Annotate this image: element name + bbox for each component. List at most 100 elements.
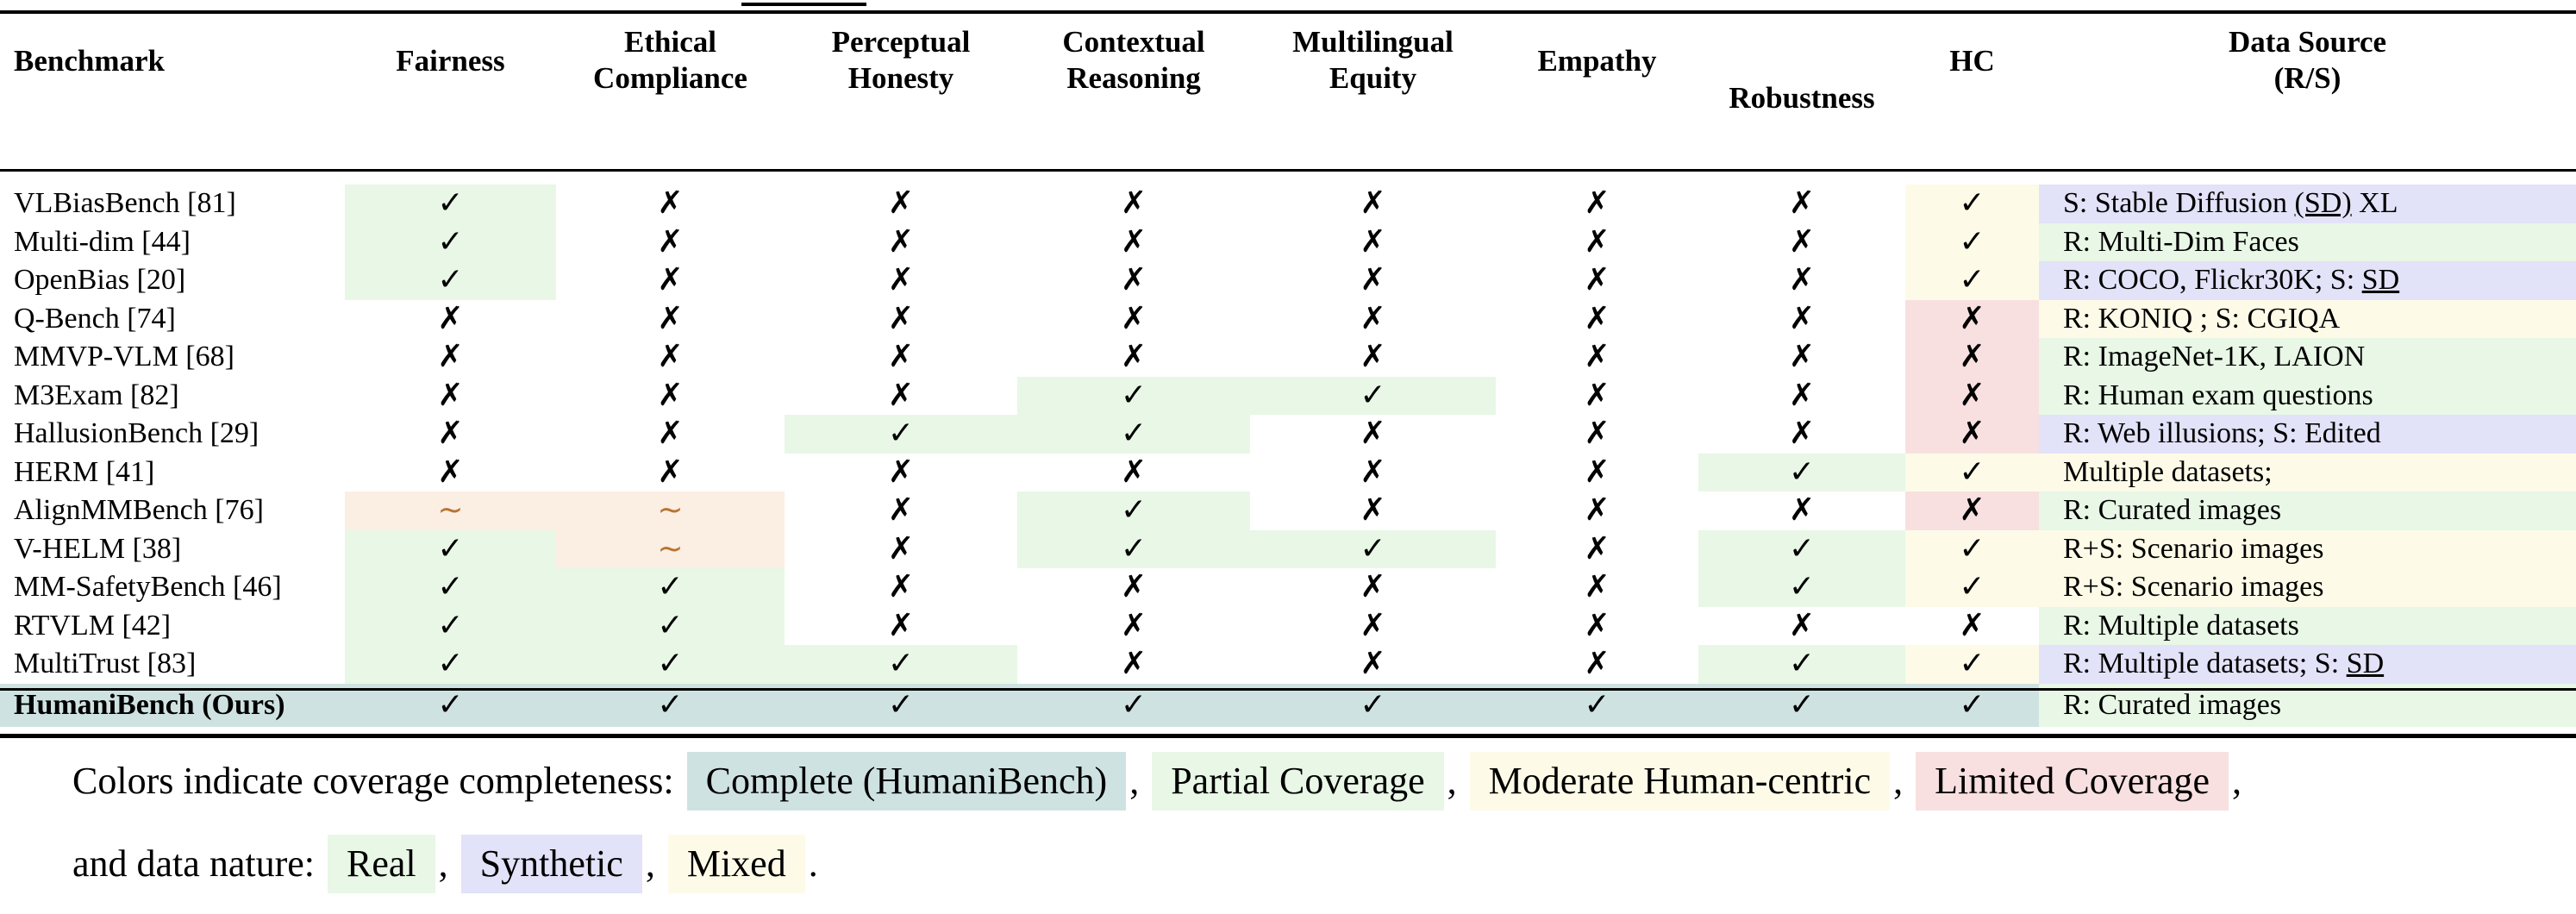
header-text: Ethical — [624, 25, 716, 59]
header-text: Perceptual — [831, 25, 971, 59]
cell-ethical-compliance: ✗ — [556, 454, 785, 492]
legend-chip-partial: Partial Coverage — [1152, 752, 1444, 811]
data-source: R+S: Scenario images — [2039, 568, 2576, 607]
cross-mark-icon: ✗ — [437, 416, 464, 452]
check-mark-icon: ✓ — [1788, 454, 1816, 490]
cross-mark-icon: ✗ — [887, 377, 915, 413]
cell-multilingual-equity: ✗ — [1250, 645, 1496, 684]
cell-perceptual-honesty: ✗ — [785, 530, 1017, 569]
cross-mark-icon: ✗ — [1959, 492, 1985, 529]
cell-robustness: ✓ — [1698, 645, 1905, 684]
data-source-text: R: Curated images — [2063, 688, 2282, 721]
cell-empathy: ✗ — [1496, 185, 1698, 223]
header-src: Data Source (R/S) — [2039, 0, 2576, 169]
data-source-text: R: Multiple datasets — [2063, 609, 2299, 642]
legend-chip-moderate: Moderate Human-centric — [1469, 752, 1891, 811]
cell-perceptual-honesty: ✗ — [785, 607, 1017, 646]
cell-perceptual-honesty: ✗ — [785, 491, 1017, 530]
cross-mark-icon: ✗ — [1360, 646, 1386, 682]
table-row: MultiTrust [83] ✓ ✓ ✓ ✗ ✗ ✗ ✓ ✓ R: Multiple datas… — [0, 645, 2576, 684]
cross-mark-icon: ✗ — [1584, 339, 1610, 375]
cell-perceptual-honesty: ✗ — [785, 261, 1017, 300]
cell-robustness: ✗ — [1698, 223, 1905, 262]
cell-contextual-reasoning: ✓ — [1017, 491, 1250, 530]
cross-mark-icon: ✗ — [657, 377, 684, 413]
cell-robustness: ✗ — [1698, 185, 1905, 223]
cell-contextual-reasoning: ✓ — [1017, 529, 1250, 568]
cross-mark-icon: ✗ — [887, 569, 915, 605]
cross-mark-icon: ✗ — [437, 454, 464, 490]
cell-hc: ✓ — [1905, 645, 2039, 684]
cross-mark-icon: ✗ — [1788, 185, 1816, 222]
cross-mark-icon: ✗ — [1584, 377, 1610, 413]
data-source: S: Stable Diffusion (SD) XL — [2039, 185, 2576, 223]
legend-chip-complete: Complete (HumaniBench) — [686, 752, 1127, 811]
cross-mark-icon: ✗ — [1959, 607, 1985, 643]
header-eth: Ethical Compliance — [556, 0, 785, 169]
table-row: RTVLM [42] ✓ ✓ ✗ ✗ ✗ ✗ ✗ ✗ R: Multiple datasets — [0, 606, 2576, 646]
benchmark-name: Multi-dim [44] — [14, 225, 191, 258]
legend-chip-synthetic: Synthetic — [460, 835, 642, 893]
benchmark-name: AlignMMBench [76] — [14, 494, 264, 527]
header-text: Data Source — [2228, 25, 2387, 59]
cell-fairness: ✗ — [345, 415, 556, 454]
legend-chip-limited: Limited Coverage — [1916, 752, 2229, 811]
data-source-text: SD — [2361, 264, 2400, 297]
table-row: Multi-dim [44] ✓ ✗ ✗ ✗ ✗ ✗ ✗ ✓ R: Multi-Dim Faces — [0, 222, 2576, 262]
check-mark-icon: ✓ — [1959, 262, 1985, 298]
cross-mark-icon: ✗ — [1120, 607, 1147, 643]
benchmark-name: HallusionBench [29] — [14, 417, 259, 450]
legend-comma: , — [1129, 760, 1140, 802]
data-source-text: XL — [2351, 187, 2398, 220]
cell-multilingual-equity: ✗ — [1250, 607, 1496, 646]
cell-ethical-compliance: ✗ — [556, 415, 785, 454]
cell-empathy: ✗ — [1496, 338, 1698, 377]
cell-fairness: ~ — [345, 491, 556, 530]
cell-robustness: ✗ — [1698, 338, 1905, 377]
cross-mark-icon: ✗ — [657, 223, 684, 260]
cell-fairness: ✓ — [345, 606, 556, 645]
table-row: VLBiasBench [81] ✓ ✗ ✗ ✗ ✗ ✗ ✗ ✓ S: Stable Diffus… — [0, 185, 2576, 223]
cell-ethical-compliance: ✗ — [556, 377, 785, 416]
cross-mark-icon: ✗ — [1788, 416, 1816, 452]
header-text: (R/S) — [2273, 61, 2342, 95]
legend-nature-prefix: and data nature: — [72, 842, 315, 885]
cross-mark-icon: ✗ — [1360, 416, 1386, 452]
cross-mark-icon: ✗ — [887, 223, 915, 260]
cross-mark-icon: ✗ — [657, 454, 684, 490]
cell-ethical-compliance: ~ — [556, 491, 785, 530]
cell-multilingual-equity: ✓ — [1250, 376, 1496, 415]
cross-mark-icon: ✗ — [1120, 262, 1147, 298]
cell-hc: ✗ — [1905, 607, 2039, 646]
data-source-text: R: Web illusions; S: Edited — [2063, 417, 2381, 450]
cell-fairness: ✓ — [345, 185, 556, 223]
check-mark-icon: ✓ — [657, 569, 684, 605]
cross-mark-icon: ✗ — [1584, 646, 1610, 682]
cell-robustness: ✗ — [1698, 261, 1905, 300]
check-mark-icon: ✓ — [657, 646, 684, 682]
cell-multilingual-equity: ✗ — [1250, 568, 1496, 607]
table-row: MM-SafetyBench [46] ✓ ✓ ✗ ✗ ✗ ✗ ✓ ✓ R+S: Scenario… — [0, 568, 2576, 607]
check-mark-icon: ✓ — [887, 416, 915, 452]
benchmark-name: VLBiasBench [81] — [14, 187, 236, 220]
cross-mark-icon: ✗ — [1584, 492, 1610, 529]
cross-mark-icon: ✗ — [887, 492, 915, 529]
header-rule — [0, 169, 2576, 172]
check-mark-icon: ✓ — [437, 185, 464, 222]
table-row: OpenBias [20] ✓ ✗ ✗ ✗ ✗ ✗ ✗ ✓ R: COCO, Flickr30K;… — [0, 261, 2576, 300]
tilde-mark-icon: ~ — [657, 530, 684, 567]
cross-mark-icon: ✗ — [1120, 223, 1147, 260]
cross-mark-icon: ✗ — [1360, 607, 1386, 643]
header-text: Honesty — [847, 61, 954, 95]
cross-mark-icon: ✗ — [887, 607, 915, 643]
cell-hc: ✓ — [1905, 222, 2039, 261]
cell-ethical-compliance: ✗ — [556, 261, 785, 300]
table-header-row: Benchmark Fairness Ethical Compliance Percep… — [0, 0, 2576, 169]
header-hc: HC — [1905, 0, 2039, 169]
cross-mark-icon: ✗ — [1584, 607, 1610, 643]
cell-multilingual-equity: ✗ — [1250, 300, 1496, 339]
data-source: R: Multiple datasets; S: SD — [2039, 645, 2576, 684]
cross-mark-icon: ✗ — [437, 300, 464, 336]
cell-multilingual-equity: ✗ — [1250, 491, 1496, 530]
check-mark-icon: ✓ — [1788, 569, 1816, 605]
